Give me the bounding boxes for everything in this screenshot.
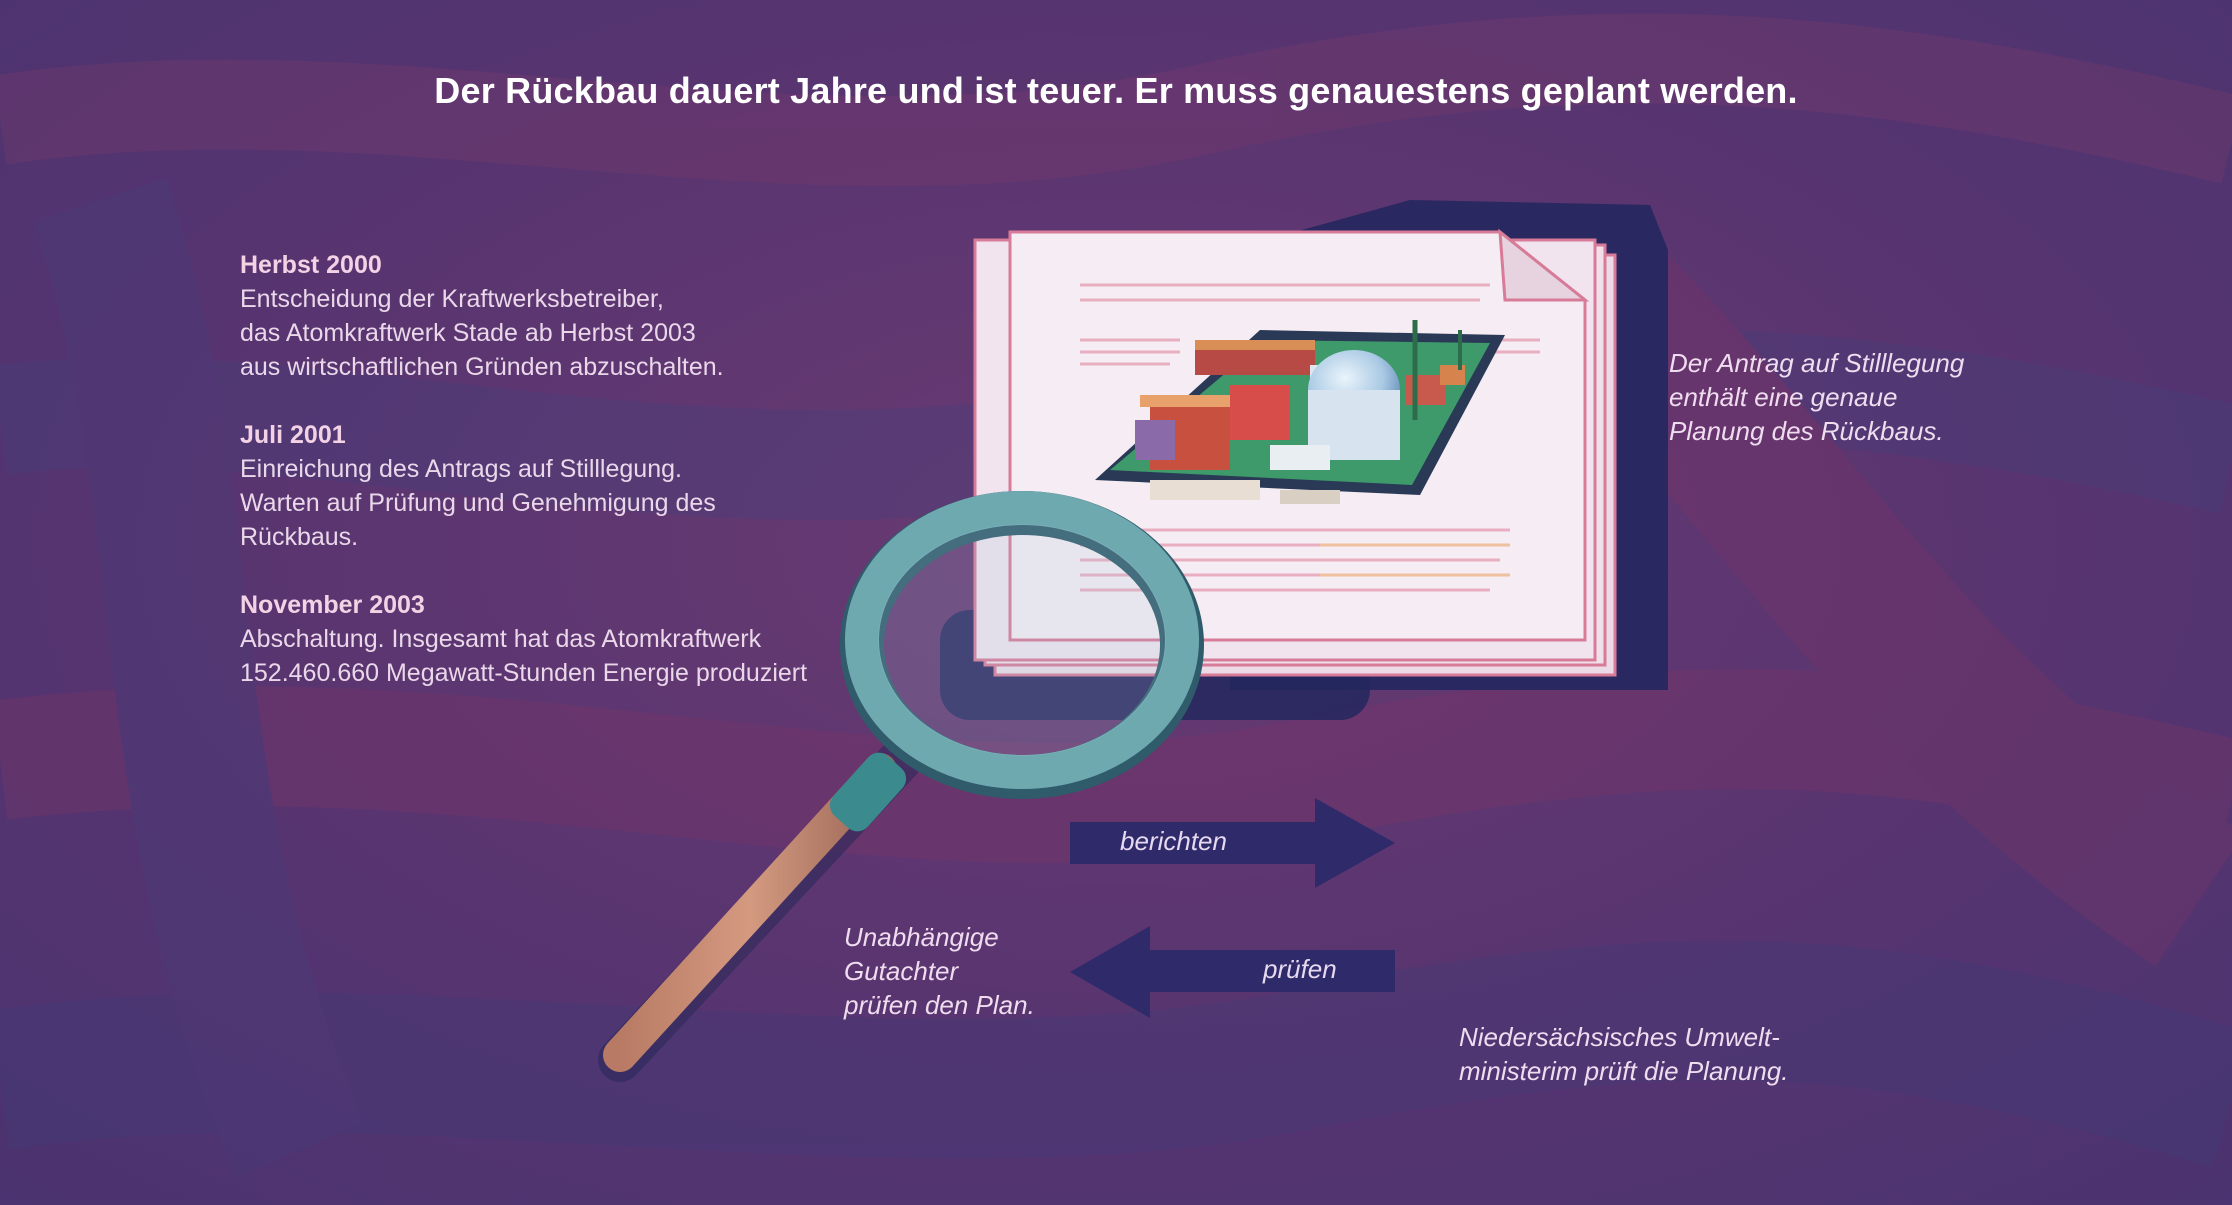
magnifier-illustration	[598, 491, 1204, 1082]
arrow-berichten	[1070, 798, 1395, 888]
caption-antrag: Der Antrag auf Stilllegung enthält eine …	[1669, 346, 1964, 448]
caption-line: prüfen den Plan.	[844, 990, 1035, 1020]
arrow-pruefen	[1070, 926, 1395, 1018]
timeline-entry: Juli 2001 Einreichung des Antrags auf St…	[240, 418, 880, 554]
caption-line: Unabhängige	[844, 922, 999, 952]
caption-line: enthält eine genaue	[1669, 382, 1898, 412]
caption-line: Gutachter	[844, 956, 959, 986]
timeline-text-line: Abschaltung. Insgesamt hat das Atomkraft…	[240, 625, 762, 653]
power-plant-illustration	[1095, 320, 1505, 504]
timeline-text-line: das Atomkraftwerk Stade ab Herbst 2003	[240, 319, 696, 347]
caption-line: Der Antrag auf Stilllegung	[1669, 348, 1965, 378]
caption-line: ministerim prüft die Planung.	[1459, 1056, 1789, 1086]
timeline-date: Herbst 2000	[240, 251, 382, 279]
timeline-text-line: Einreichung des Antrags auf Stilllegung.	[240, 455, 682, 483]
caption-line: Niedersächsisches Umwelt-	[1459, 1022, 1780, 1052]
timeline: Herbst 2000 Entscheidung der Kraftwerksb…	[240, 248, 880, 724]
timeline-date: Juli 2001	[240, 421, 346, 449]
page-title: Der Rückbau dauert Jahre und ist teuer. …	[434, 70, 1798, 111]
timeline-text-line: Entscheidung der Kraftwerksbetreiber,	[240, 285, 664, 313]
timeline-text-line: Warten auf Prüfung und Genehmigung des	[240, 489, 716, 517]
timeline-text-line: Rückbaus.	[240, 523, 359, 551]
timeline-entry: November 2003 Abschaltung. Insgesamt hat…	[240, 588, 880, 690]
caption-ministerium: Niedersächsisches Umwelt- ministerim prü…	[1459, 1020, 1788, 1088]
timeline-text-line: 152.460.660 Megawatt-Stunden Energie pro…	[240, 659, 808, 687]
arrow-label-pruefen: prüfen	[1263, 954, 1337, 984]
arrow-label-berichten: berichten	[1120, 826, 1227, 856]
caption-gutachter: Unabhängige Gutachter prüfen den Plan.	[844, 920, 1035, 1022]
timeline-date: November 2003	[240, 591, 425, 619]
caption-line: Planung des Rückbaus.	[1669, 416, 1944, 446]
timeline-text-line: aus wirtschaftlichen Gründen abzuschalte…	[240, 353, 724, 381]
timeline-entry: Herbst 2000 Entscheidung der Kraftwerksb…	[240, 248, 880, 384]
